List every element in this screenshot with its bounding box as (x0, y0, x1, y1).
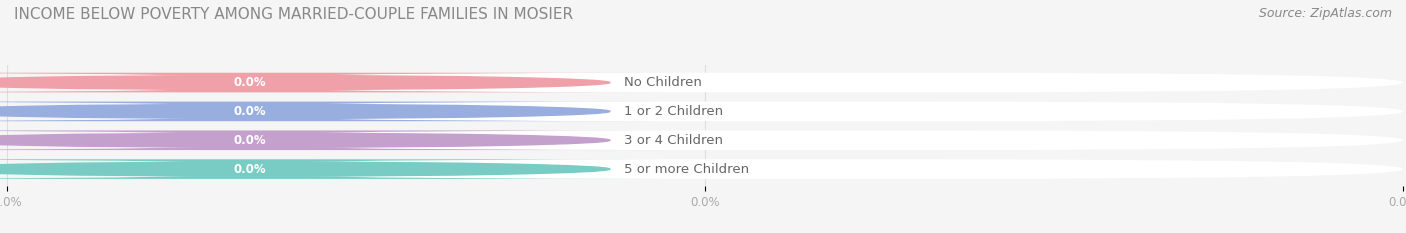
FancyBboxPatch shape (0, 73, 671, 92)
FancyBboxPatch shape (7, 159, 1403, 179)
Circle shape (0, 75, 610, 90)
Text: 5 or more Children: 5 or more Children (624, 163, 749, 176)
FancyBboxPatch shape (0, 159, 671, 179)
FancyBboxPatch shape (0, 130, 671, 150)
FancyBboxPatch shape (0, 102, 671, 121)
Text: 3 or 4 Children: 3 or 4 Children (624, 134, 723, 147)
Text: No Children: No Children (624, 76, 702, 89)
Text: 0.0%: 0.0% (233, 134, 266, 147)
Circle shape (0, 133, 610, 147)
Text: 1 or 2 Children: 1 or 2 Children (624, 105, 723, 118)
FancyBboxPatch shape (7, 102, 1403, 121)
FancyBboxPatch shape (7, 73, 1403, 92)
Text: 0.0%: 0.0% (233, 76, 266, 89)
Text: Source: ZipAtlas.com: Source: ZipAtlas.com (1258, 7, 1392, 20)
Text: INCOME BELOW POVERTY AMONG MARRIED-COUPLE FAMILIES IN MOSIER: INCOME BELOW POVERTY AMONG MARRIED-COUPL… (14, 7, 574, 22)
Circle shape (0, 104, 610, 118)
Circle shape (0, 162, 610, 176)
Text: 0.0%: 0.0% (233, 163, 266, 176)
FancyBboxPatch shape (7, 130, 1403, 150)
Text: 0.0%: 0.0% (233, 105, 266, 118)
